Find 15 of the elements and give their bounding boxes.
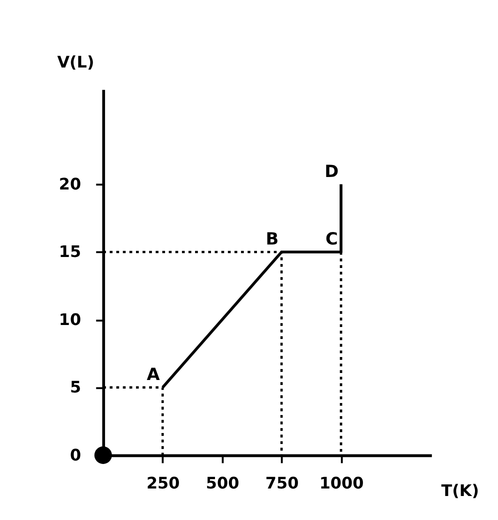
y-tick-label: 5 [70,378,82,397]
annotation: B [266,228,279,248]
y-tick-label: 20 [58,174,82,194]
x-axis-title: T(K) [441,480,480,500]
x-tick-label: 250 [146,473,180,492]
y-tick-label: 15 [58,242,82,262]
annotation: D [324,160,339,181]
x-tick-label: 1000 [319,473,364,492]
x-tick-label: 750 [265,473,299,492]
x-tick-label: 500 [206,473,240,492]
annotation: C [325,228,338,248]
annotation: A [146,364,160,384]
y-axis-title: V(L) [57,52,94,72]
y-tick-label: 0 [70,445,82,464]
y-tick-label: 10 [58,310,82,329]
